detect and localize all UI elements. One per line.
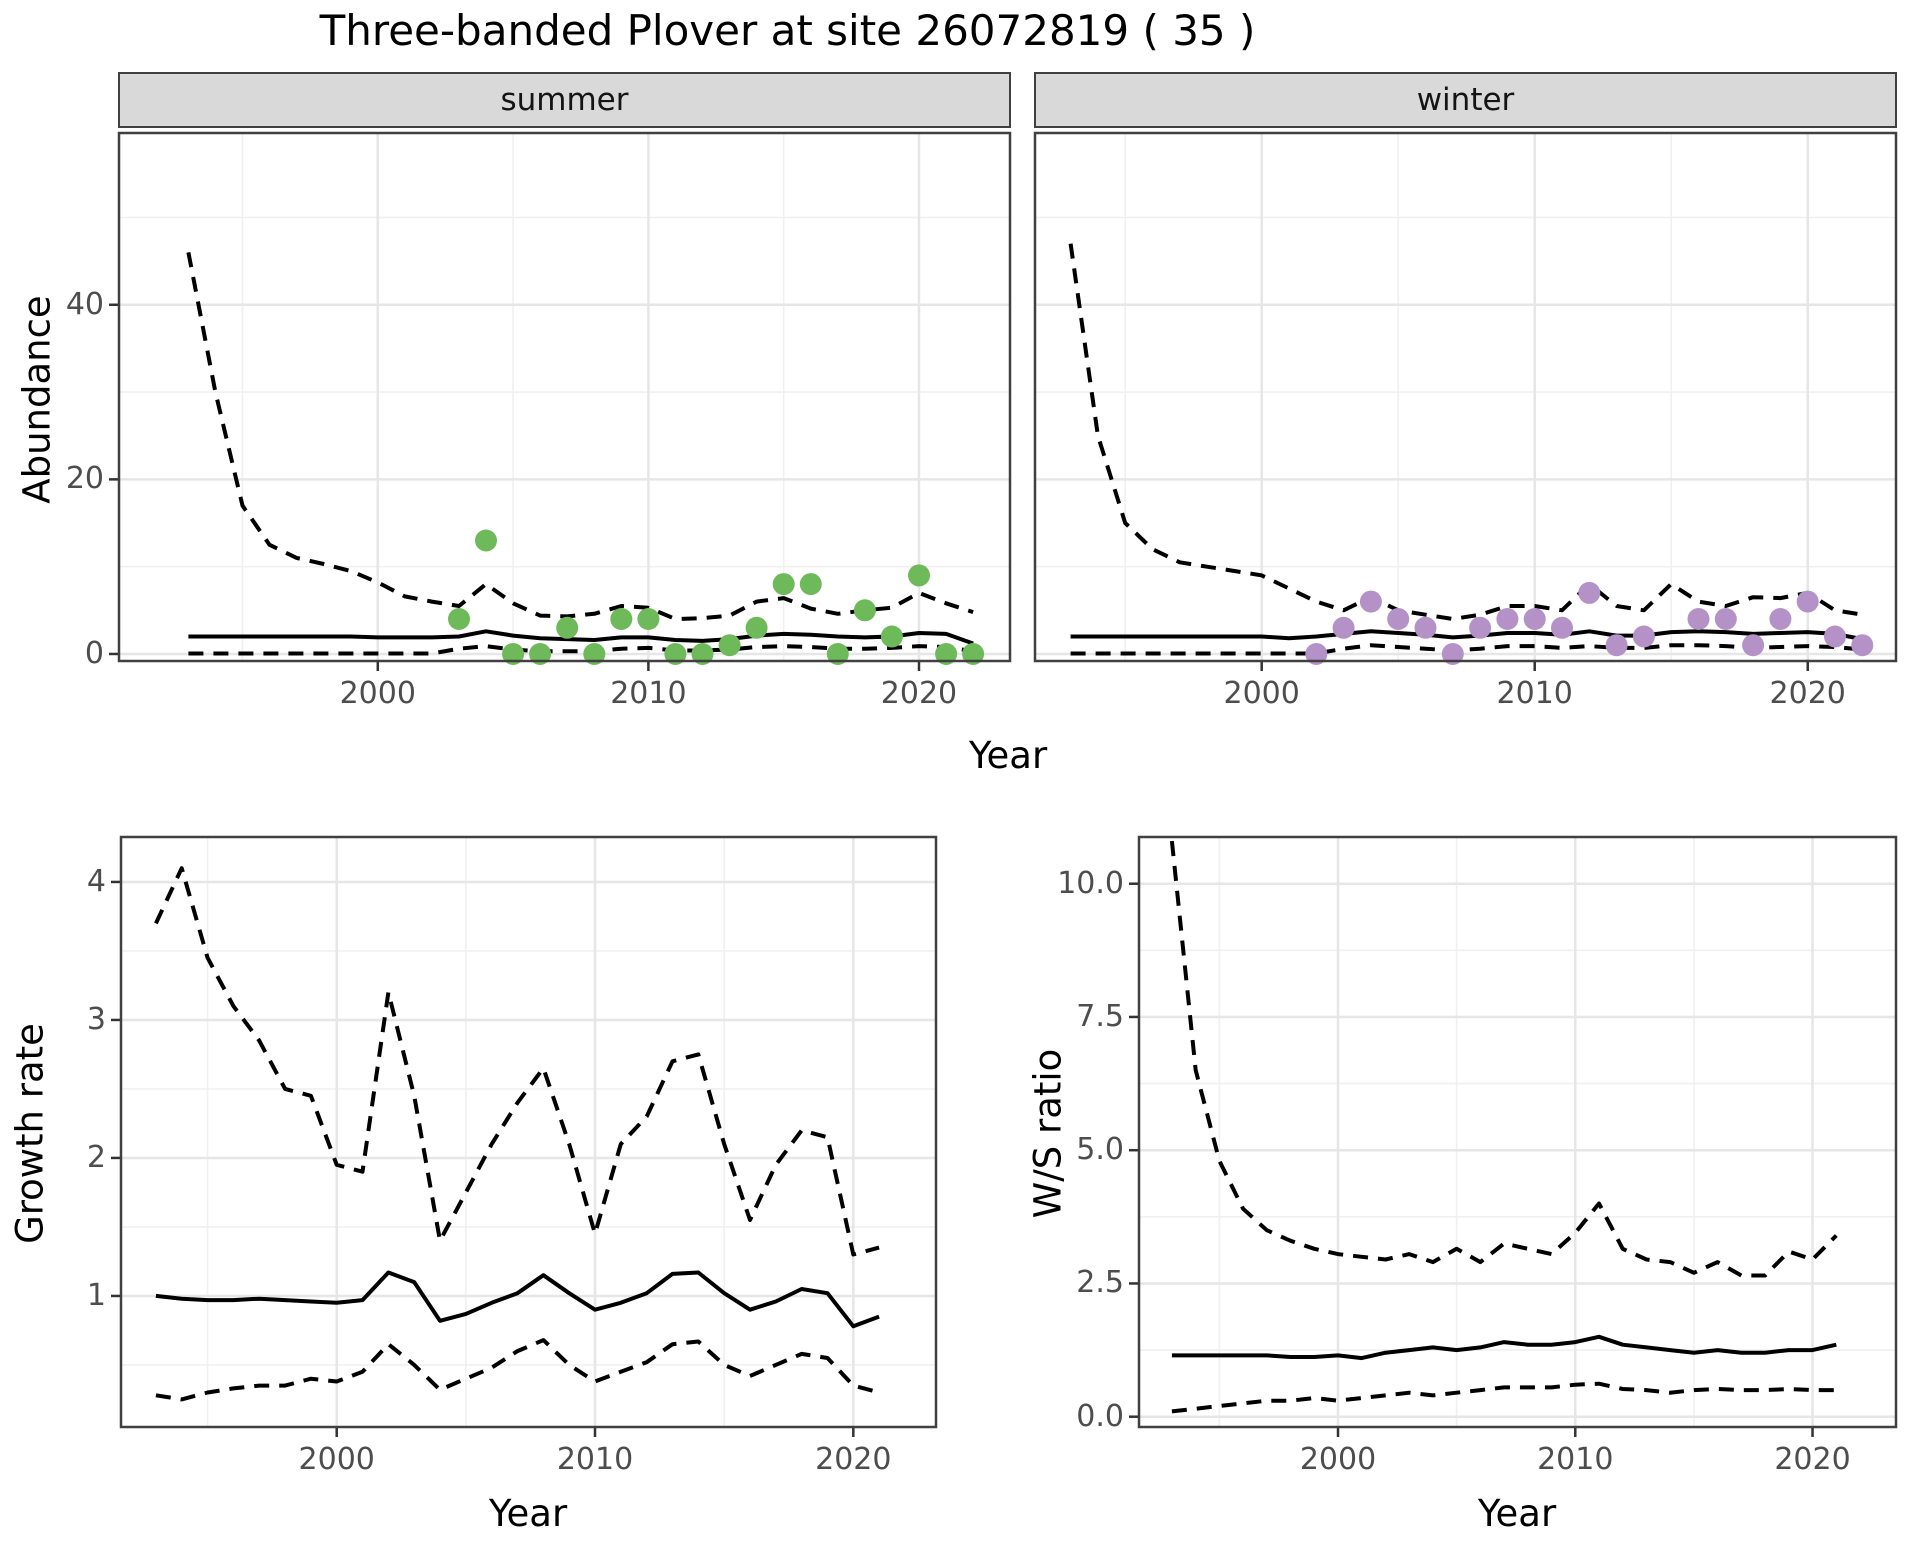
summer-data-point <box>610 608 633 630</box>
summer-data-point <box>853 599 876 622</box>
summer-data-point <box>637 608 660 630</box>
y-tick-label: 7.5 <box>1076 998 1124 1034</box>
median-line <box>188 629 974 646</box>
winter-data-point <box>1769 608 1792 630</box>
summer-data-point <box>691 643 714 665</box>
upper-ci-line <box>1169 840 1838 1278</box>
x-tick-label: 2020 <box>815 1442 892 1477</box>
y-tick-label: 3 <box>86 1001 106 1037</box>
x-tick-label: 2000 <box>1299 1442 1377 1477</box>
lower-ci-line <box>155 1338 880 1402</box>
winter-data-point <box>1332 616 1355 639</box>
winter-data-point <box>1605 634 1628 657</box>
summer-data-point <box>583 643 606 665</box>
panel-winter <box>1033 131 1898 671</box>
winter-data-point <box>1796 590 1819 613</box>
lower-ci-line <box>188 644 974 656</box>
panel-border <box>1033 131 1898 663</box>
y-tick-label: 40 <box>65 286 104 322</box>
x-tick-label: 2010 <box>556 1442 634 1477</box>
winter-data-point <box>1578 581 1601 604</box>
summer-data-point <box>718 634 741 657</box>
median-line <box>1070 629 1863 642</box>
winter-data-point <box>1414 616 1437 639</box>
x-tick-label: 2010 <box>1496 676 1573 711</box>
upper-ci-line <box>186 252 974 621</box>
x-tick-label: 2010 <box>1537 1442 1614 1477</box>
summer-data-point <box>448 608 470 630</box>
winter-data-point <box>1851 634 1874 657</box>
x-axis-title-year-bottom-right: Year <box>1477 1492 1557 1535</box>
lower-ci-line <box>1171 1381 1837 1414</box>
panel-growth <box>111 835 938 1437</box>
panel-border <box>1137 835 1898 1429</box>
x-tick-label: 2020 <box>880 676 958 711</box>
facet-strip-winter: winter <box>1034 72 1897 128</box>
winter-data-point <box>1551 616 1573 639</box>
x-axis-title-year-top: Year <box>968 734 1048 777</box>
summer-data-point <box>935 643 958 665</box>
x-axis-title-year-bottom-left: Year <box>488 1492 568 1535</box>
x-tick-label: 2020 <box>1769 676 1846 711</box>
y-tick-label: 2.5 <box>1076 1265 1124 1301</box>
y-tick-label: 2 <box>86 1139 106 1175</box>
winter-data-point <box>1824 625 1846 648</box>
winter-data-point <box>1441 643 1464 665</box>
winter-data-point <box>1687 608 1710 630</box>
y-tick-label: 20 <box>65 461 104 497</box>
panel-summer <box>109 131 1012 671</box>
summer-data-point <box>962 643 985 665</box>
x-tick-label: 2000 <box>1223 676 1300 711</box>
median-line <box>1171 1334 1837 1361</box>
summer-data-point <box>475 529 497 552</box>
plot-title: Three-banded Plover at site 26072819 ( 3… <box>319 6 1256 55</box>
summer-data-point <box>529 643 552 665</box>
panel-ws <box>1129 835 1898 1437</box>
upper-ci-line <box>1068 243 1863 621</box>
winter-data-point <box>1714 608 1737 630</box>
y-tick-label: 0.0 <box>1076 1398 1124 1434</box>
winter-data-point <box>1632 625 1655 648</box>
upper-ci-line <box>154 866 880 1257</box>
summer-data-point <box>908 564 930 587</box>
winter-data-point <box>1305 643 1328 665</box>
y-tick-label: 1 <box>86 1277 106 1313</box>
x-tick-label: 2000 <box>339 676 416 711</box>
lower-ci-line <box>1070 643 1863 656</box>
x-tick-label: 2000 <box>298 1442 375 1477</box>
winter-data-point <box>1387 608 1410 630</box>
y-axis-title-abundance: Abundance <box>15 295 59 504</box>
y-tick-label: 0 <box>84 635 104 671</box>
y-tick-label: 10.0 <box>1057 865 1124 901</box>
summer-data-point <box>664 643 687 665</box>
panel-border <box>117 131 1012 663</box>
winter-data-point <box>1469 616 1492 639</box>
winter-data-point <box>1742 634 1765 657</box>
summer-data-point <box>772 573 795 596</box>
winter-data-point <box>1496 608 1519 630</box>
facet-strip-summer-label: summer <box>500 82 629 118</box>
summer-data-point <box>880 625 903 648</box>
summer-data-point <box>799 573 822 596</box>
summer-data-point <box>745 616 768 639</box>
summer-data-point <box>556 616 579 639</box>
y-tick-label: 4 <box>86 863 106 899</box>
facet-strip-winter-label: winter <box>1416 82 1515 118</box>
panel-border <box>119 835 938 1429</box>
x-tick-label: 2010 <box>610 676 687 711</box>
x-tick-label: 2020 <box>1774 1442 1851 1477</box>
median-line <box>155 1270 880 1329</box>
summer-data-point <box>502 643 525 665</box>
y-tick-label: 5.0 <box>1076 1132 1124 1168</box>
summer-data-point <box>826 643 849 665</box>
winter-data-point <box>1359 590 1382 613</box>
facet-strip-summer: summer <box>118 72 1011 128</box>
winter-data-point <box>1523 608 1546 630</box>
